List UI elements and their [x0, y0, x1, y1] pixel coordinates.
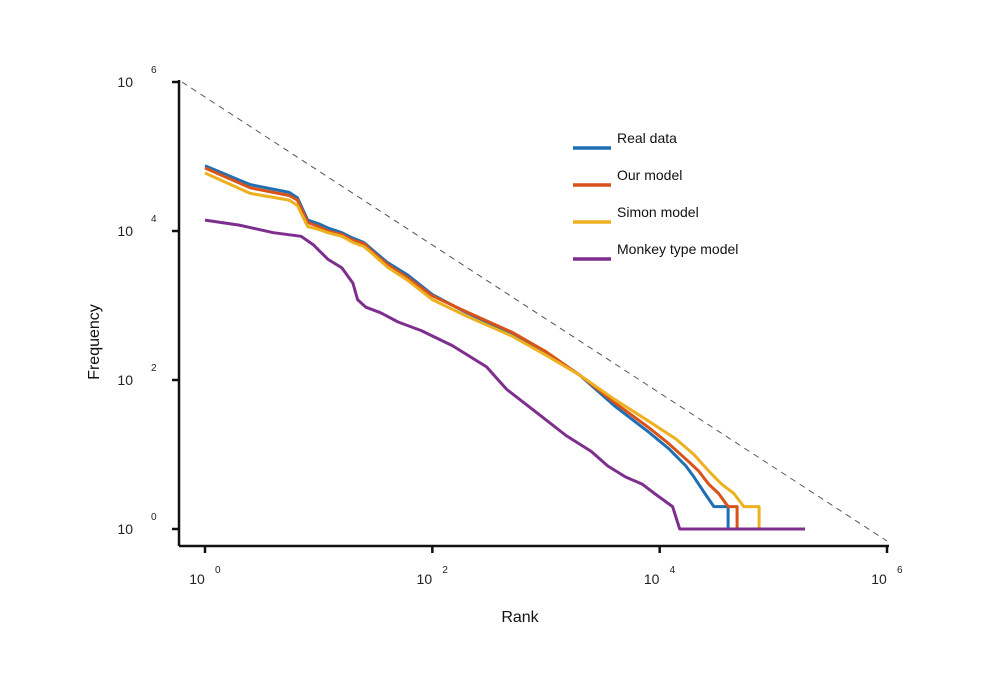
series-line-simon-model: [204, 171, 761, 529]
x-tick-label: 10: [189, 571, 205, 587]
series-line-monkey-type-model: [204, 218, 805, 531]
x-tick-exponent: 2: [442, 565, 448, 576]
legend-label: Simon model: [617, 204, 699, 220]
axes-layer: [177, 80, 889, 548]
series-line-real-data: [204, 164, 730, 529]
y-tick-label: 10: [117, 372, 133, 388]
y-tick-label: 10: [117, 223, 133, 239]
y-tick-exponent: 6: [151, 65, 157, 76]
x-tick-exponent: 0: [215, 565, 221, 576]
x-tick-label: 10: [871, 571, 887, 587]
x-tick-label: 10: [417, 571, 433, 587]
y-tick-exponent: 2: [151, 363, 157, 374]
y-tick-label: 10: [117, 521, 133, 537]
y-tick-exponent: 4: [151, 214, 157, 225]
series-line-our-model: [204, 166, 739, 529]
x-tick-exponent: 6: [897, 565, 903, 576]
legend-label: Our model: [617, 167, 682, 183]
y-tick-exponent: 0: [151, 512, 157, 523]
series-layer: [204, 164, 805, 531]
legend-label: Real data: [617, 130, 677, 146]
ticks-layer: 10 0 10 2 10 4 10 6 10 0 10 2 10 4 10 6: [117, 65, 903, 587]
y-tick-label: 10: [117, 74, 133, 90]
reference-line-layer: [181, 81, 888, 542]
x-axis-label: Rank: [501, 609, 539, 626]
y-axis-label: Frequency: [86, 304, 103, 380]
reference-dashed-line: [181, 81, 888, 542]
legend: Real data Our model Simon model Monkey type…: [573, 130, 738, 261]
x-tick-label: 10: [644, 571, 660, 587]
legend-label: Monkey type model: [617, 241, 738, 257]
x-tick-exponent: 4: [670, 565, 676, 576]
